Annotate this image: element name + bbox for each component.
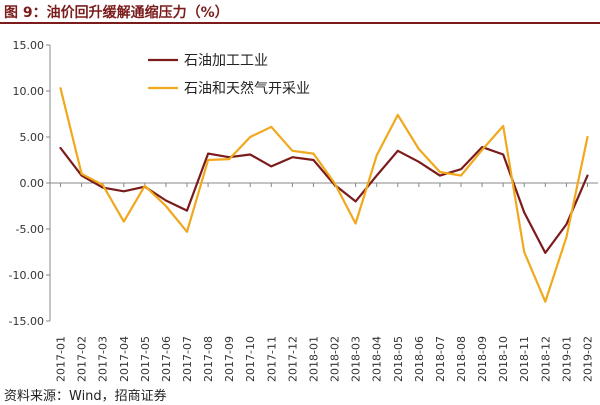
x-tick-label: 2018-04 [371,336,384,382]
x-tick-label: 2018-07 [434,336,447,382]
line-chart: 15.00 10.00 5.00 0.00 -5.00 -10.00 -15.00 2017-… [9,39,598,382]
x-tick-label: 2018-02 [329,336,342,382]
x-tick-label: 2017-12 [286,336,299,382]
x-tick-label: 2018-06 [413,336,426,382]
x-tick-label: 2018-10 [497,336,510,382]
x-tick-label: 2018-12 [539,336,552,382]
x-tick-label: 2018-03 [350,336,363,382]
x-tick-label: 2019-01 [560,336,573,382]
x-tick-label: 2018-05 [392,336,405,382]
title-rule [0,22,600,24]
series-line-2 [59,87,589,303]
y-tick-label: 10.00 [13,85,45,98]
x-tick-label: 2017-06 [160,336,173,382]
y-tick-label: 0.00 [20,177,45,190]
x-tick-label: 2018-11 [518,336,531,382]
source-note: 资料来源：Wind，招商证券 [4,389,167,404]
x-tick-label: 2017-10 [244,336,257,382]
legend-label-2: 石油和天然气开采业 [184,80,310,97]
y-tick-label: 5.00 [20,131,45,144]
legend-label-1: 石油加工工业 [184,53,268,69]
x-tick-label: 2017-05 [139,336,152,382]
x-tick-label: 2017-02 [76,336,89,382]
x-tick-label: 2018-09 [476,336,489,382]
y-tick-label: 15.00 [13,39,45,52]
x-tick-label: 2017-07 [181,336,194,382]
y-tick-label: -10.00 [9,269,44,282]
x-tick-label: 2017-08 [202,336,215,382]
x-tick-label: 2017-09 [223,336,236,382]
x-tick-label: 2017-04 [118,336,131,382]
x-tick-label: 2018-08 [455,336,468,382]
y-tick-label: -15.00 [9,315,44,328]
x-tick-label: 2018-01 [307,336,320,382]
x-tick-label: 2017-11 [265,336,278,382]
figure-title: 图 9：油价回升缓解通缩压力（%） [4,5,229,21]
x-tick-label: 2017-03 [97,336,110,382]
y-tick-label: -5.00 [16,223,44,236]
x-tick-label: 2017-01 [55,336,68,382]
x-tick-label: 2019-02 [581,336,594,382]
